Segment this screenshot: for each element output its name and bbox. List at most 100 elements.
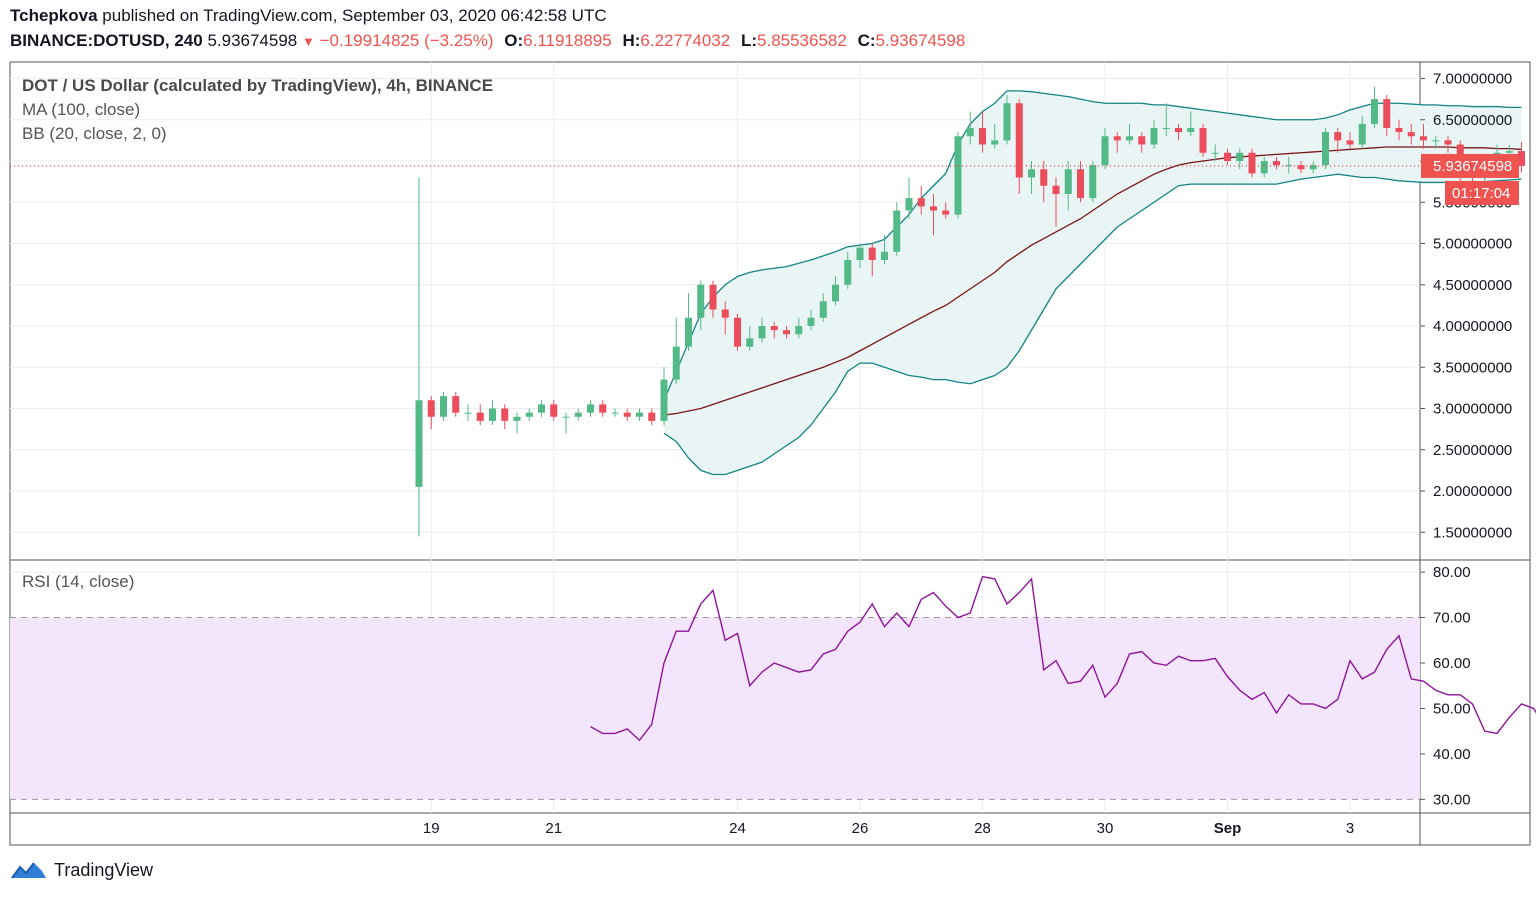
candle-body	[648, 412, 656, 421]
candle-body	[1052, 185, 1060, 194]
candle-body	[415, 400, 423, 487]
ma-line	[663, 146, 1522, 416]
rsi-line	[590, 575, 1536, 742]
footer-brand[interactable]: TradingView	[54, 859, 154, 880]
candle-body	[942, 210, 950, 215]
price-tag-text: 5.93674598	[1433, 158, 1512, 175]
open-value: 6.11918895	[523, 31, 612, 50]
candle-body	[513, 416, 521, 421]
y-tick-label: 3.50000000	[1433, 359, 1512, 376]
bollinger-bands	[663, 90, 1522, 476]
candle-body	[501, 408, 509, 421]
x-tick-label: 21	[545, 820, 562, 837]
y-tick-label: 5.00000000	[1433, 236, 1512, 253]
ohlc-line: BINANCE:DOTUSD, 240 5.93674598 ▼ −0.1991…	[10, 31, 965, 51]
candle-body	[1358, 123, 1366, 145]
x-tick-label: Sep	[1214, 820, 1242, 837]
timer-tag-text: 01:17:04	[1452, 185, 1510, 202]
candle-body	[1077, 169, 1084, 199]
candle-body	[1211, 152, 1219, 154]
candle-body	[917, 198, 925, 207]
candle-body	[1064, 169, 1072, 194]
candle-body	[868, 247, 876, 260]
rsi-tick-label: 60.00	[1433, 655, 1471, 672]
candle-body	[770, 326, 778, 331]
close-label: C:	[857, 31, 876, 50]
candle-body	[746, 338, 754, 347]
candle-body	[1505, 151, 1513, 153]
rsi-series-line	[590, 575, 1536, 742]
y-tick-label: 1.50000000	[1433, 524, 1512, 541]
candle-body	[1028, 169, 1035, 178]
candle-body	[489, 408, 496, 421]
candle-body	[1101, 136, 1109, 166]
rsi-band-fill	[10, 617, 1420, 800]
x-tick-label: 19	[423, 820, 440, 837]
candle-body	[1322, 132, 1329, 166]
candle-body	[1199, 128, 1207, 153]
candle-body	[562, 416, 570, 418]
ma-legend[interactable]: MA (100, close)	[22, 100, 141, 119]
y-tick-label: 4.00000000	[1433, 318, 1512, 335]
candle-body	[905, 198, 913, 211]
symbol-label: BINANCE:DOTUSD, 240	[10, 31, 203, 50]
candle-body	[660, 379, 668, 421]
publish-text: published on TradingView.com, September …	[97, 6, 607, 25]
rsi-band	[10, 617, 1420, 800]
candle-body	[1003, 103, 1011, 141]
x-tick-label: 26	[852, 820, 869, 837]
x-tick-label: 30	[1097, 820, 1114, 837]
rsi-tick-label: 50.00	[1433, 700, 1471, 717]
candle-body	[1236, 152, 1244, 161]
candle-body	[1346, 140, 1354, 145]
candle-body	[930, 206, 937, 211]
candle-body	[672, 346, 680, 380]
candle-body	[697, 284, 705, 318]
candle-body	[1273, 161, 1280, 166]
candle-body	[966, 128, 974, 137]
y-tick-label: 2.00000000	[1433, 483, 1512, 500]
tradingview-logo-icon	[11, 862, 46, 879]
candle-body	[1260, 161, 1268, 174]
candle-body	[1040, 169, 1048, 186]
bb-legend[interactable]: BB (20, close, 2, 0)	[22, 124, 167, 143]
candle-body	[1395, 128, 1403, 133]
candle-body	[1285, 165, 1293, 167]
moving-average	[663, 146, 1522, 416]
price-tag-box	[1421, 153, 1519, 178]
x-tick-label: 24	[729, 820, 746, 837]
y-tick-label: 3.00000000	[1433, 401, 1512, 418]
rsi-tick-label: 30.00	[1433, 791, 1471, 808]
timer-tag-box	[1445, 180, 1519, 205]
candle-body	[1518, 151, 1525, 166]
candle-body	[1407, 132, 1415, 137]
outer-frame	[9, 61, 1531, 846]
open-label: O:	[504, 31, 524, 50]
bb-upper-line	[663, 90, 1522, 401]
candle-body	[525, 412, 533, 417]
candle-body	[954, 136, 962, 215]
rsi-tick-label: 40.00	[1433, 746, 1471, 763]
rsi-legend[interactable]: RSI (14, close)	[22, 572, 135, 591]
candle-body	[881, 251, 888, 260]
candle-body	[1138, 136, 1146, 145]
candle-body	[1162, 128, 1170, 129]
close-value: 5.93674598	[875, 31, 966, 50]
candle-body	[1187, 128, 1195, 133]
candle-body	[1444, 140, 1452, 145]
candle-body	[819, 301, 827, 318]
rsi-tick-label: 80.00	[1433, 564, 1471, 581]
candle-body	[1089, 165, 1097, 199]
candle-body	[1126, 136, 1133, 141]
candle-body	[1015, 103, 1023, 178]
candle-body	[795, 326, 803, 335]
candle-body	[1383, 99, 1391, 128]
candle-body	[1334, 132, 1342, 141]
high-value: 6.22774032	[640, 31, 731, 50]
candle-body	[734, 317, 741, 347]
candle-body	[623, 412, 631, 417]
author-name[interactable]: Tchepkova	[10, 6, 98, 25]
candle-body	[538, 404, 545, 413]
last-price: 5.93674598	[207, 31, 298, 50]
